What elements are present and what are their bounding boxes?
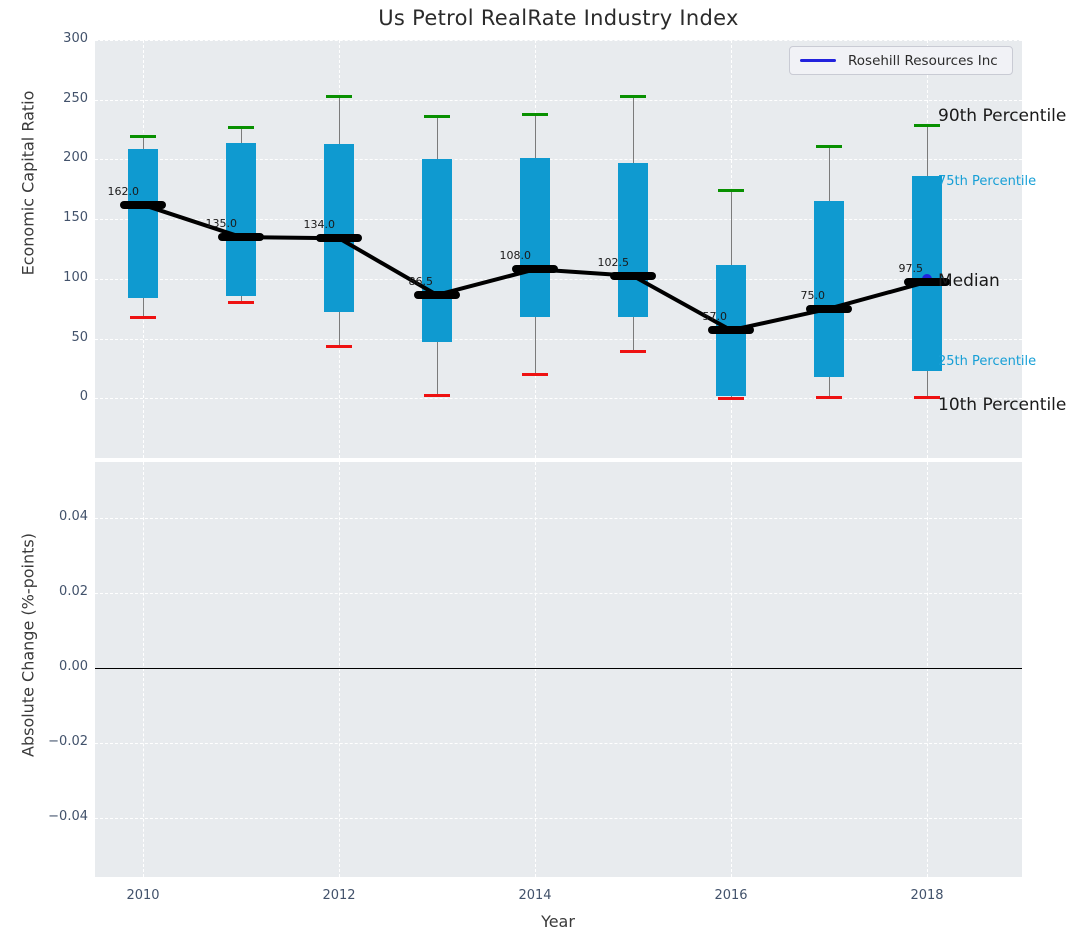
p10-cap: [522, 372, 548, 376]
p10-cap: [816, 395, 842, 399]
median-value-label: 86.5: [408, 274, 434, 288]
median-dash: [904, 277, 950, 286]
median-value-label: 75.0: [800, 288, 826, 302]
median-dash: [512, 265, 558, 274]
y-tick-label: −0.02: [48, 734, 88, 750]
p90-cap: [718, 188, 744, 192]
median-value-label: 135.0: [205, 217, 238, 231]
h-gridline: [95, 40, 1022, 41]
percentile-bar: [422, 159, 452, 343]
y-tick-label: 0.04: [59, 508, 88, 524]
p10-cap: [620, 350, 646, 354]
top-axes: 162.0 135.0 134.0 86.5 108.0 102.5 57.0 75.0 97.…: [95, 40, 1022, 458]
chart-title: Us Petrol RealRate Industry Index: [378, 6, 739, 30]
percentile-annotation: 25th Percentile: [938, 353, 1037, 369]
legend-line-swatch: [800, 59, 836, 62]
p10-cap: [326, 345, 352, 349]
median-dash: [708, 326, 754, 335]
median-dash: [120, 200, 166, 209]
legend-label: Rosehill Resources Inc: [848, 52, 998, 69]
y-tick-label: −0.04: [48, 809, 88, 825]
median-dash: [610, 271, 656, 280]
median-dash: [316, 234, 362, 243]
h-gridline: [95, 159, 1022, 161]
y-tick-label: 0.02: [59, 583, 88, 599]
p90-cap: [424, 114, 450, 118]
y-tick-label: 250: [63, 90, 88, 106]
bottom-axes: [95, 462, 1022, 877]
y-axis-label-bottom: Absolute Change (%-points): [18, 533, 38, 757]
p90-cap: [326, 94, 352, 98]
median-dash: [806, 304, 852, 313]
zero-reference-line: [95, 667, 1022, 669]
h-gridline: [95, 592, 1022, 594]
y-tick-label: 50: [71, 329, 88, 345]
p90-cap: [522, 112, 548, 116]
percentile-bar: [128, 148, 158, 298]
percentile-bar: [520, 158, 550, 318]
x-tick-label: 2014: [518, 888, 552, 903]
y-tick-label: 0.00: [59, 658, 88, 674]
v-gridline: [143, 462, 144, 877]
h-gridline: [95, 398, 1022, 400]
p10-cap: [424, 394, 450, 398]
h-gridline: [95, 338, 1022, 340]
median-value-label: 102.5: [597, 255, 630, 269]
y-tick-label: 0: [79, 389, 88, 405]
p10-cap: [718, 396, 744, 400]
median-value-label: 134.0: [303, 218, 336, 232]
v-gridline: [339, 462, 340, 877]
h-gridline: [95, 517, 1022, 519]
p10-cap: [130, 315, 156, 319]
y-tick-label: 100: [63, 269, 88, 285]
median-value-label: 108.0: [499, 249, 532, 263]
median-value-label: 162.0: [107, 184, 140, 198]
x-tick-label: 2016: [714, 888, 748, 903]
p10-cap: [228, 301, 254, 305]
v-gridline: [731, 462, 732, 877]
y-tick-label: 150: [63, 210, 88, 226]
p90-cap: [228, 125, 254, 129]
percentile-bar: [618, 163, 648, 318]
p90-cap: [816, 144, 842, 148]
y-axis-label-top: Economic Capital Ratio: [18, 90, 38, 276]
y-tick-label: 200: [63, 150, 88, 166]
x-tick-label: 2010: [126, 888, 160, 903]
x-tick-label: 2018: [910, 888, 944, 903]
p10-cap: [914, 395, 940, 399]
h-gridline: [95, 818, 1022, 820]
x-axis-label: Year: [541, 912, 575, 931]
h-gridline: [95, 743, 1022, 745]
percentile-annotation: 90th Percentile: [938, 105, 1067, 126]
percentile-annotation: Median: [938, 270, 1000, 291]
v-gridline: [535, 462, 536, 877]
legend[interactable]: Rosehill Resources Inc: [789, 46, 1013, 75]
median-dash: [414, 290, 460, 299]
x-tick-label: 2012: [322, 888, 356, 903]
median-dash: [218, 233, 264, 242]
p90-cap: [914, 124, 940, 128]
percentile-annotation: 75th Percentile: [938, 174, 1037, 190]
percentile-annotation: 10th Percentile: [938, 395, 1067, 416]
p90-cap: [130, 135, 156, 139]
median-value-label: 97.5: [898, 261, 924, 275]
median-value-label: 57.0: [702, 310, 728, 324]
y-tick-label: 300: [63, 31, 88, 46]
h-gridline: [95, 99, 1022, 101]
v-gridline: [927, 462, 928, 877]
p90-cap: [620, 94, 646, 98]
